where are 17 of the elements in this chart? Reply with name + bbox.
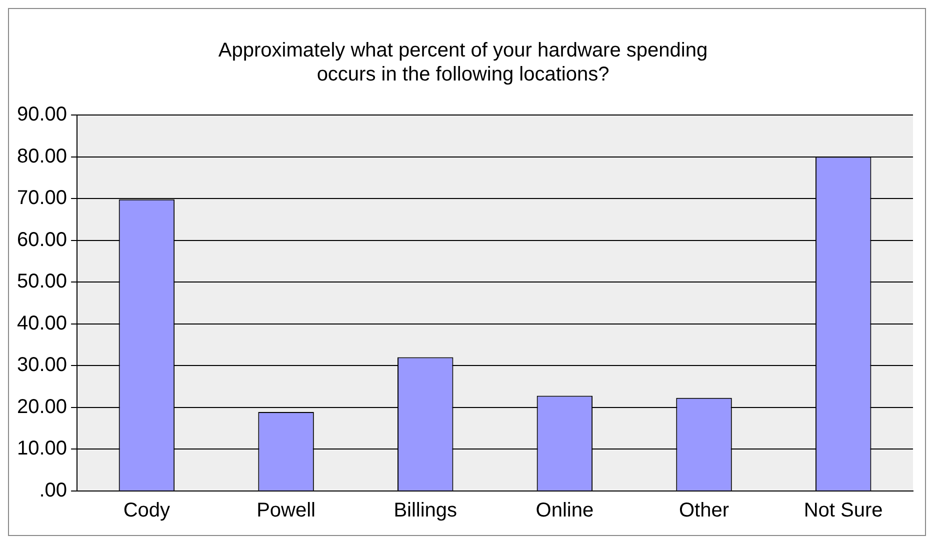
y-tick-label: 70.00 (16, 187, 68, 210)
x-tick-label: Not Sure (804, 500, 883, 522)
y-tick-label: 90.00 (16, 104, 68, 126)
y-tick-label: .00 (39, 480, 68, 502)
x-tick-label: Online (536, 500, 594, 522)
y-tick-label: 20.00 (16, 396, 68, 418)
y-tick-label: 10.00 (16, 438, 68, 460)
x-tick-label: Powell (256, 500, 316, 522)
y-tick-label: 50.00 (16, 270, 68, 293)
x-tick-label: Cody (123, 500, 170, 522)
y-tick-label: 30.00 (16, 354, 68, 376)
x-tick-label: Other (678, 500, 730, 522)
y-tick-label: 60.00 (16, 228, 68, 251)
x-tick-label: Billings (394, 500, 458, 522)
chart-title: Approximately what percent of your hardware spending occurs in the following locations? (218, 40, 708, 86)
y-tick-label: 80.00 (16, 145, 68, 168)
y-tick-label: 40.00 (16, 312, 68, 334)
